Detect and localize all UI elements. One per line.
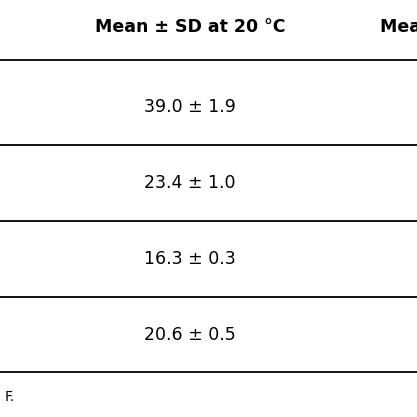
Text: 16.3 ± 0.3: 16.3 ± 0.3 bbox=[144, 250, 236, 268]
Text: 23.4 ± 1.0: 23.4 ± 1.0 bbox=[144, 174, 236, 192]
Text: 39.0 ± 1.9: 39.0 ± 1.9 bbox=[144, 98, 236, 116]
Text: 20.6 ± 0.5: 20.6 ± 0.5 bbox=[144, 326, 236, 344]
Text: Mea: Mea bbox=[380, 18, 417, 36]
Text: Mean ± SD at 20 °C: Mean ± SD at 20 °C bbox=[95, 18, 285, 36]
Text: F.: F. bbox=[5, 390, 15, 404]
